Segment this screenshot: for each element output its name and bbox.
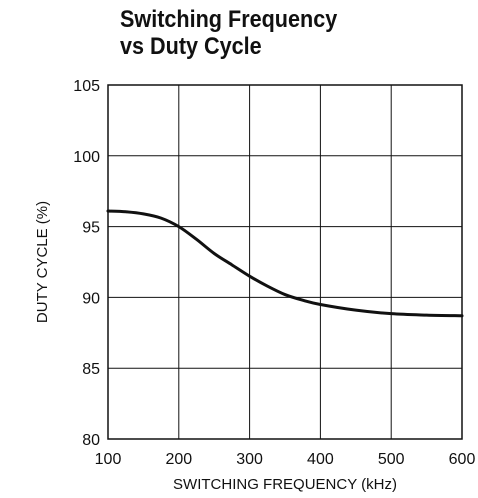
grid-lines bbox=[108, 85, 462, 439]
y-tick-label: 95 bbox=[82, 220, 100, 237]
chart-title: Switching Frequency vs Duty Cycle bbox=[120, 6, 337, 60]
series-line-duty-cycle bbox=[106, 209, 464, 318]
y-tick-label: 90 bbox=[82, 290, 100, 307]
x-tick-labels: 100 200 300 400 500 600 bbox=[95, 451, 476, 468]
x-tick-label: 200 bbox=[165, 451, 192, 468]
x-tick-label: 400 bbox=[307, 451, 334, 468]
chart-title-line-1: Switching Frequency bbox=[120, 6, 338, 33]
plot-frame bbox=[107, 84, 463, 440]
y-axis-label: DUTY CYCLE (%) bbox=[34, 201, 51, 323]
y-tick-label: 100 bbox=[73, 149, 100, 166]
x-tick-label: 600 bbox=[449, 451, 476, 468]
x-tick-label: 500 bbox=[378, 451, 405, 468]
chart-title-line-2: vs Duty Cycle bbox=[120, 33, 262, 60]
y-tick-label: 80 bbox=[82, 432, 100, 449]
y-tick-label: 85 bbox=[82, 361, 100, 378]
x-axis-label: SWITCHING FREQUENCY (kHz) bbox=[173, 476, 397, 493]
y-tick-labels: 80 85 90 95 100 105 bbox=[73, 78, 100, 449]
y-tick-label: 105 bbox=[73, 78, 100, 95]
x-tick-label: 100 bbox=[95, 451, 122, 468]
x-tick-label: 300 bbox=[236, 451, 263, 468]
